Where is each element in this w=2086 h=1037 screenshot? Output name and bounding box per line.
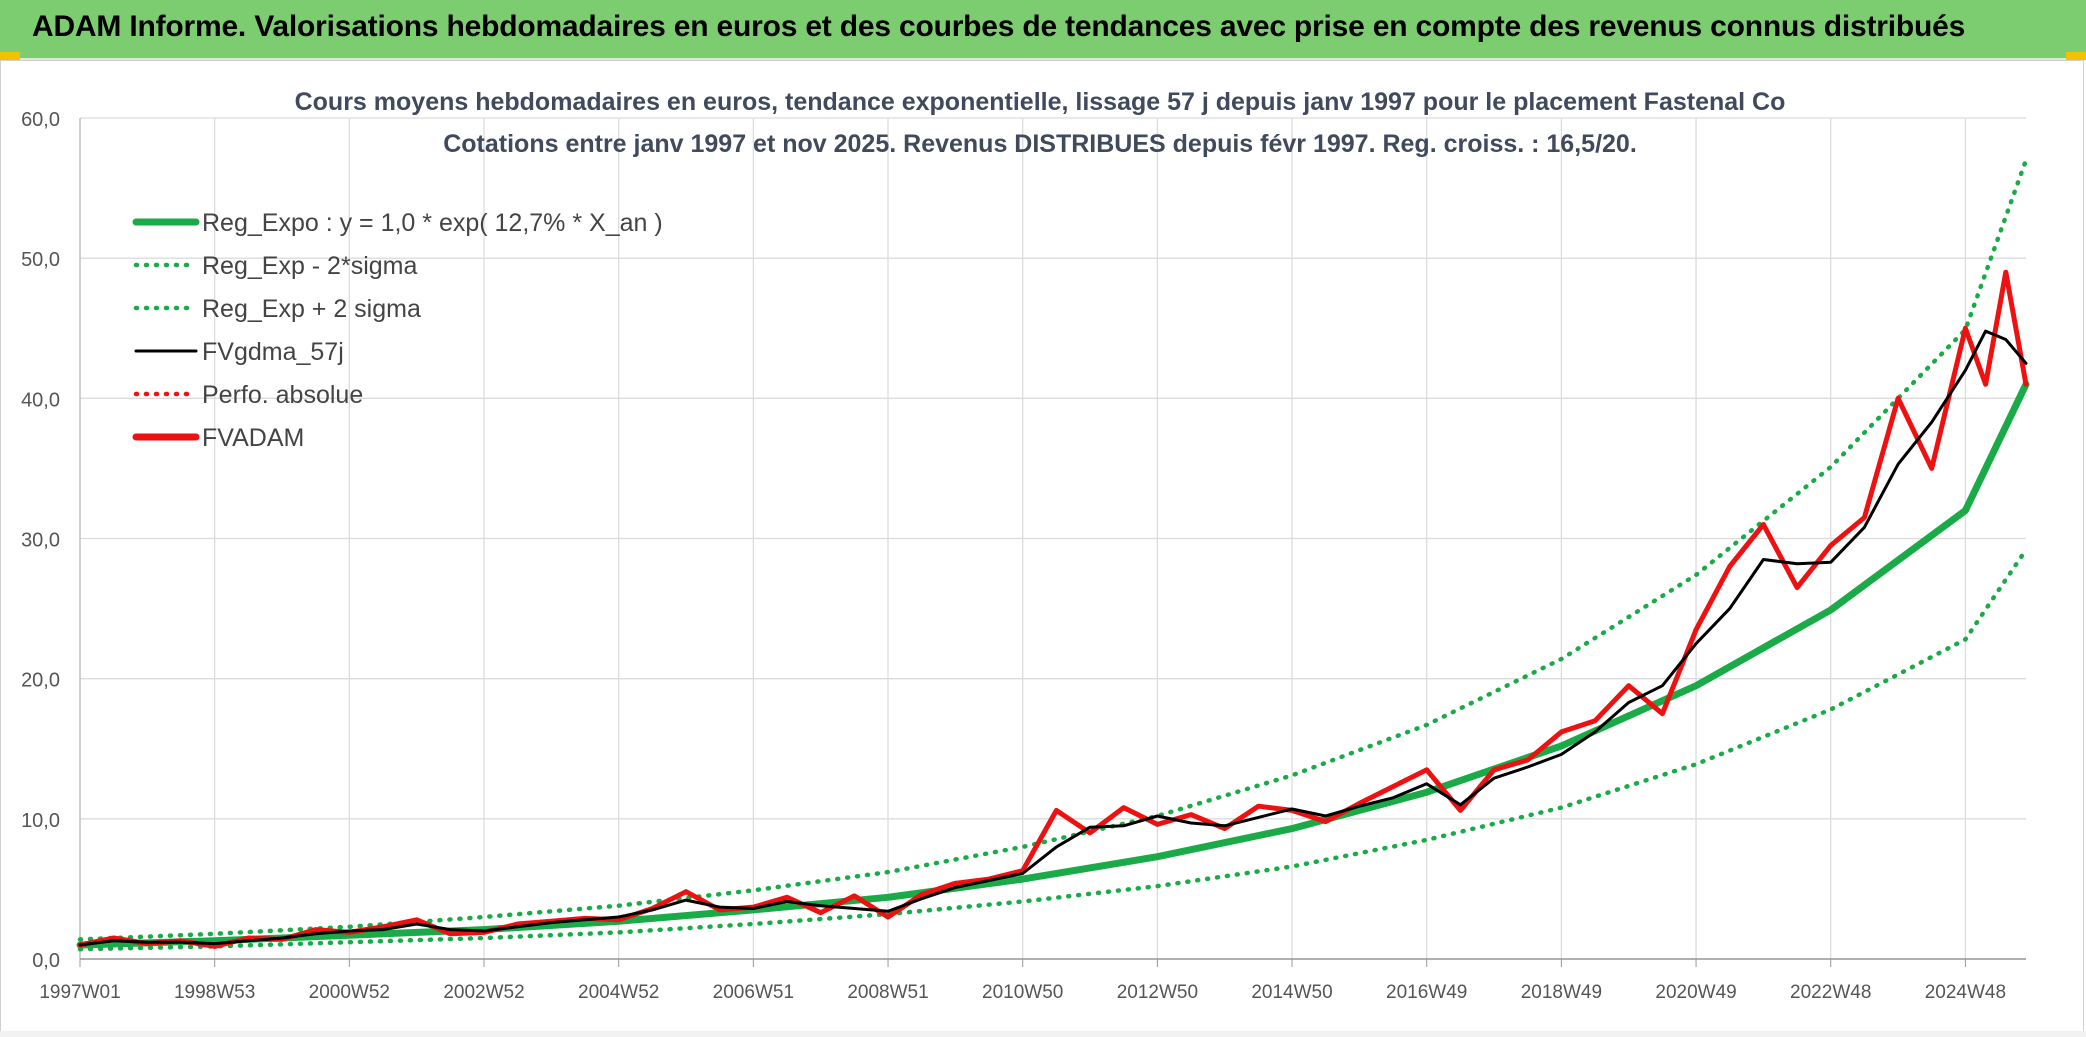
x-tick-label: 2014W50	[1251, 982, 1332, 1003]
x-tick-label: 2016W49	[1386, 982, 1467, 1003]
x-tick-label: 2006W51	[713, 982, 794, 1003]
y-tick-label: 30,0	[21, 530, 60, 552]
y-tick-label: 10,0	[21, 810, 60, 832]
x-tick-label: 2004W52	[578, 982, 659, 1003]
x-tick-label: 2010W50	[982, 982, 1063, 1003]
legend-label: Perfo. absolue	[202, 381, 363, 409]
x-tick-label: 1997W01	[39, 982, 120, 1003]
y-tick-label: 40,0	[21, 389, 60, 411]
series-line	[77, 547, 2029, 952]
x-tick-label: 2012W50	[1117, 982, 1198, 1003]
x-tick-label: 1998W53	[174, 982, 255, 1003]
x-tick-label: 2002W52	[443, 982, 524, 1003]
legend-label: Reg_Expo : y = 1,0 * exp( 12,7% * X_an )	[202, 209, 663, 237]
report-title: ADAM Informe. Valorisations hebdomadaire…	[32, 10, 1966, 43]
x-tick-label: 2020W49	[1655, 982, 1736, 1003]
series-line	[77, 269, 2029, 949]
legend-label: Reg_Exp - 2*sigma	[202, 252, 417, 280]
chart-subtitle: Cotations entre janv 1997 et nov 2025. R…	[443, 130, 1637, 158]
y-tick-label: 50,0	[21, 249, 60, 271]
legend-label: FVADAM	[202, 424, 304, 452]
y-tick-label: 60,0	[21, 109, 60, 131]
legend-label: Reg_Exp + 2 sigma	[202, 295, 421, 323]
corner-accent-left	[0, 52, 20, 60]
x-tick-label: 2008W51	[847, 982, 928, 1003]
legend-label: FVgdma_57j	[202, 338, 344, 366]
corner-accent-right	[2066, 52, 2086, 60]
y-tick-label: 20,0	[21, 670, 60, 692]
series-line	[76, 380, 2030, 949]
x-tick-label: 2000W52	[309, 982, 390, 1003]
y-tick-label: 0,0	[32, 950, 60, 972]
bottom-scrollbar	[0, 1031, 2086, 1037]
x-tick-label: 2018W49	[1521, 982, 1602, 1003]
series-line	[78, 329, 2028, 947]
x-tick-label: 2024W48	[1925, 982, 2006, 1003]
x-tick-label: 2022W48	[1790, 982, 1871, 1003]
chart-title: Cours moyens hebdomadaires en euros, ten…	[294, 88, 1786, 116]
header-banner: ADAM Informe. Valorisations hebdomadaire…	[0, 0, 2086, 60]
